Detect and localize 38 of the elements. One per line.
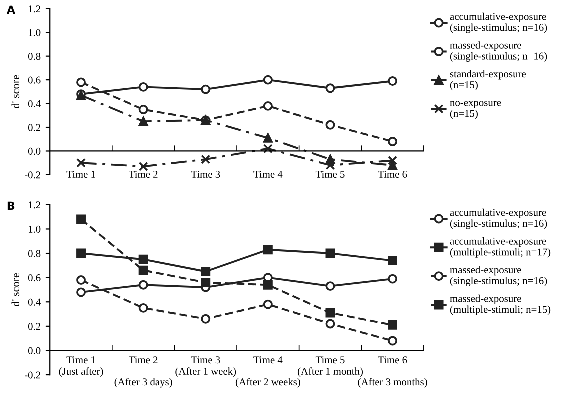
legend-label: accumulative-exposure (single-stimulus; n=16)	[450, 12, 548, 34]
y-tick-label: 0.4	[28, 298, 41, 306]
legend-label: no-exposure (n=15)	[450, 101, 502, 120]
legend-label: massed-exposure (single-stimulus; n=16)	[450, 42, 548, 62]
y-tick-label: 0.4	[28, 100, 41, 108]
y-tick-label: 1.2	[28, 6, 41, 13]
y-tick-label: 1.2	[28, 202, 41, 209]
x-tick-label: Time 5 (After 1 month)	[298, 356, 363, 378]
chart-title: A	[6, 6, 16, 14]
y-tick-label: 0.6	[28, 76, 41, 84]
y-tick-label: 0.2	[28, 124, 41, 132]
x-tick-label: Time 1 (Just after)	[59, 356, 104, 378]
y-tick-label: 0.2	[28, 323, 41, 330]
y-tick-label: 0.0	[28, 347, 41, 354]
x-tick-label: Time 3	[191, 171, 220, 178]
legend-label: standard-exposure (n=15)	[450, 70, 526, 91]
y-axis-title: d' score	[12, 273, 20, 306]
legend-label: massed-exposure (multiple-stimuli; n=15)	[450, 294, 551, 316]
chart-title: B	[8, 202, 15, 210]
y-tick-label: 1.0	[28, 226, 41, 233]
category-label: Time 2 (After 3 days)	[114, 356, 172, 388]
y-axis-title: d' score	[12, 75, 20, 108]
y-tick-label: 0.8	[28, 250, 41, 258]
x-tick-label: Time 1	[66, 171, 96, 178]
y-tick-label: 0.0	[28, 148, 41, 155]
x-tick-label: Time 2	[129, 171, 158, 178]
x-tick-label: Time 4	[254, 171, 283, 178]
x-tick-label: Time 6	[378, 171, 408, 178]
legend-label: massed-exposure (single-stimulus; n=16)	[450, 266, 548, 287]
x-tick-label: Time 5	[316, 171, 345, 178]
y-tick-label: -0.2	[24, 172, 41, 179]
y-tick-label: 0.8	[28, 53, 41, 60]
y-tick-label: 1.0	[28, 29, 41, 36]
legend-label: accumulative-exposure (multiple-stimuli; n=17)	[450, 238, 551, 258]
y-tick-label: 0.6	[28, 274, 41, 282]
x-tick-label: Time 3 (After 1 week)	[176, 356, 236, 378]
y-tick-label: -0.2	[24, 372, 41, 379]
legend-label: accumulative-exposure (single-stimulus; n=16)	[450, 208, 548, 230]
